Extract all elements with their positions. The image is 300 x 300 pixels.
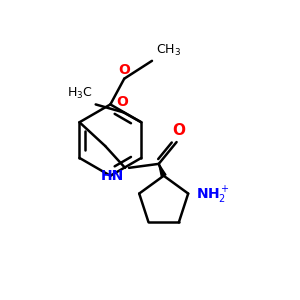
- Text: O: O: [172, 123, 185, 138]
- Text: O: O: [118, 63, 130, 77]
- Polygon shape: [159, 164, 166, 177]
- Text: CH$_3$: CH$_3$: [156, 43, 181, 58]
- Text: H$_3$C: H$_3$C: [67, 86, 93, 101]
- Text: HN: HN: [101, 169, 124, 183]
- Text: NH$_2^+$: NH$_2^+$: [196, 185, 230, 206]
- Text: O: O: [116, 95, 128, 110]
